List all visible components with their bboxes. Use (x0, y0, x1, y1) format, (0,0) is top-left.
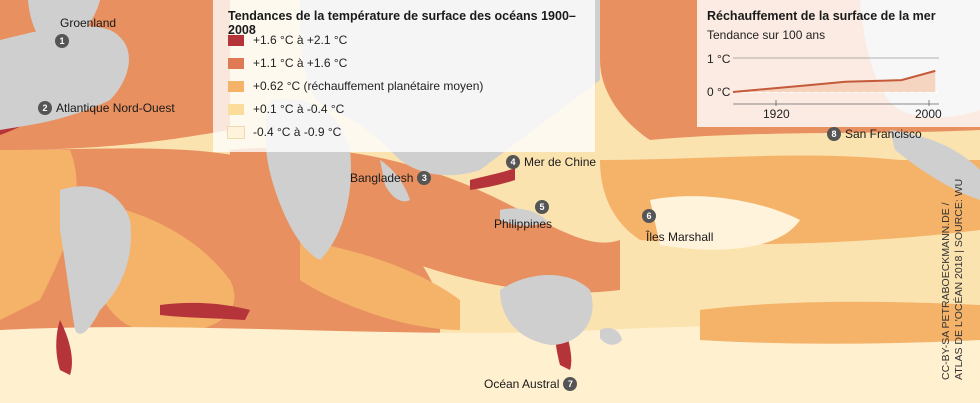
legend-label: +0.62 °C (réchauffement planétaire moyen… (253, 79, 484, 93)
legend-swatch (228, 80, 244, 92)
inset-x-label-2000: 2000 (915, 107, 942, 121)
inset-x-label-1920: 1920 (763, 107, 790, 121)
inset-y-label-1: 1 °C (707, 52, 731, 66)
marker-iles-marshall: 6 (642, 209, 656, 223)
marker-number: 8 (827, 127, 841, 141)
source-credit: CC-BY-SA PETRABOECKMANN.DE / ATLAS DE L'… (940, 179, 966, 380)
marker-atlantique-nord-ouest: 2 Atlantique Nord-Ouest (38, 101, 175, 115)
marker-number: 2 (38, 101, 52, 115)
inset-trend-line (732, 69, 936, 93)
inset-subtitle: Tendance sur 100 ans (707, 28, 826, 42)
marker-number: 5 (535, 200, 549, 214)
marker-number: 3 (417, 171, 432, 185)
legend-swatch (227, 125, 245, 139)
marker-label: Bangladesh (350, 171, 414, 185)
marker-number: 1 (55, 34, 69, 48)
legend-label: +1.1 °C à +1.6 °C (253, 56, 348, 70)
inset-title: Réchauffement de la surface de la mer (707, 9, 936, 23)
inset-area (733, 70, 936, 92)
marker-label: San Francisco (845, 127, 922, 141)
marker-label: Îles Marshall (646, 230, 714, 244)
marker-number: 6 (642, 209, 656, 223)
credit-line: ATLAS DE L'OCÉAN 2018 | SOURCE: WU (953, 178, 965, 380)
marker-label: Philippines (494, 217, 553, 231)
marker-philippines: 5 (535, 200, 549, 214)
legend-panel: Tendances de la température de surface d… (213, 0, 595, 152)
inset-chart-panel: Réchauffement de la surface de la mer Te… (697, 0, 980, 127)
marker-iles-marshall-label: Îles Marshall (646, 230, 713, 244)
legend-item: +1.6 °C à +2.1 °C (228, 33, 347, 47)
marker-san-francisco: 8 San Francisco (827, 127, 922, 141)
legend-swatch (228, 103, 244, 115)
marker-label: Océan Austral (484, 377, 560, 391)
inset-y-label-0: 0 °C (707, 85, 731, 99)
legend-swatch (228, 34, 244, 46)
legend-item: +0.1 °C à -0.4 °C (228, 102, 344, 116)
marker-bangladesh: Bangladesh 3 (350, 171, 432, 185)
legend-swatch (228, 57, 244, 69)
marker-label: Mer de Chine (524, 155, 597, 169)
marker-number: 4 (506, 155, 520, 169)
marker-groenland-label: Groenland (60, 16, 116, 30)
marker-label: Atlantique Nord-Ouest (56, 101, 175, 115)
legend-label: +0.1 °C à -0.4 °C (253, 102, 345, 116)
legend-item: -0.4 °C à -0.9 °C (227, 125, 342, 139)
legend-label: +1.6 °C à +2.1 °C (253, 33, 348, 47)
legend-item: +1.1 °C à +1.6 °C (228, 56, 347, 70)
marker-label: Groenland (60, 16, 117, 30)
legend-label: -0.4 °C à -0.9 °C (253, 125, 342, 139)
marker-mer-de-chine: 4 Mer de Chine (506, 155, 596, 169)
marker-ocean-austral: Océan Austral 7 (484, 377, 578, 391)
marker-number: 7 (563, 377, 578, 391)
marker-groenland: 1 (55, 34, 69, 48)
legend-title: Tendances de la température de surface d… (228, 9, 576, 37)
legend-item: +0.62 °C (réchauffement planétaire moyen… (228, 79, 483, 93)
credit-line: CC-BY-SA PETRABOECKMANN.DE / (940, 202, 952, 380)
marker-philippines-label: Philippines (494, 217, 552, 231)
inset-chart: 1 °C 0 °C 1920 2000 (707, 52, 942, 121)
